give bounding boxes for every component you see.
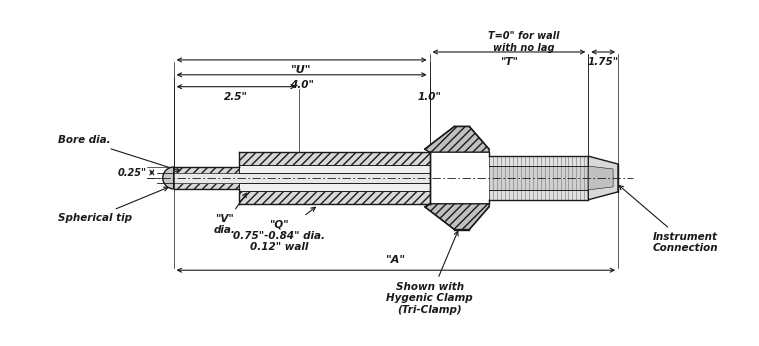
- Polygon shape: [239, 183, 430, 191]
- Text: Spherical tip: Spherical tip: [58, 187, 168, 222]
- Polygon shape: [174, 167, 239, 173]
- Text: "A": "A": [386, 255, 406, 265]
- Text: Instrument
Connection: Instrument Connection: [619, 185, 719, 253]
- Polygon shape: [239, 165, 430, 173]
- Text: 2.5": 2.5": [224, 92, 248, 102]
- Polygon shape: [424, 204, 489, 229]
- Text: 1.0": 1.0": [417, 92, 442, 102]
- Text: Bore dia.: Bore dia.: [58, 135, 180, 172]
- Text: T=0" for wall
with no lag: T=0" for wall with no lag: [488, 31, 559, 53]
- Polygon shape: [239, 191, 430, 204]
- Polygon shape: [239, 152, 430, 165]
- Text: 0.25": 0.25": [118, 167, 147, 177]
- Wedge shape: [162, 167, 174, 189]
- Text: "T": "T": [500, 57, 518, 67]
- Text: "U": "U": [291, 65, 312, 75]
- Text: 1.75": 1.75": [587, 57, 619, 67]
- Text: 4.0": 4.0": [290, 80, 313, 90]
- Polygon shape: [489, 156, 588, 166]
- Text: "V"
dia.: "V" dia.: [213, 193, 247, 236]
- Polygon shape: [588, 156, 618, 200]
- Polygon shape: [588, 166, 613, 190]
- Text: "Q"
0.75"-0.84" dia.
0.12" wall: "Q" 0.75"-0.84" dia. 0.12" wall: [233, 207, 325, 252]
- Polygon shape: [174, 173, 430, 183]
- Polygon shape: [174, 183, 239, 189]
- Polygon shape: [489, 166, 588, 190]
- Text: Shown with
Hygenic Clamp
(Tri-Clamp): Shown with Hygenic Clamp (Tri-Clamp): [386, 231, 473, 315]
- Polygon shape: [424, 126, 489, 152]
- Polygon shape: [489, 190, 588, 200]
